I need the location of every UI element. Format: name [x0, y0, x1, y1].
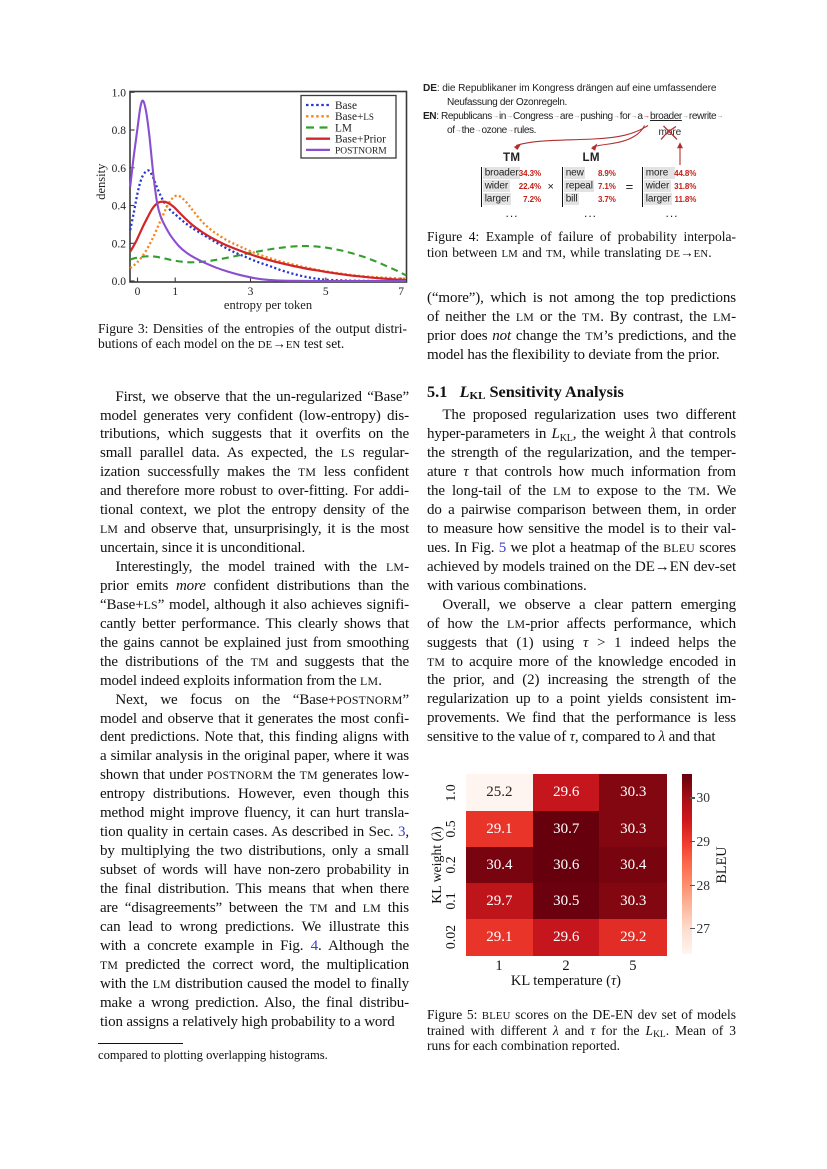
svg-text:Base+LS: Base+LS [335, 111, 374, 123]
svg-text:1.0: 1.0 [112, 87, 127, 99]
svg-text:entropy per token: entropy per token [224, 298, 313, 312]
svg-text:LM: LM [335, 122, 352, 134]
svg-text:0.2: 0.2 [112, 238, 127, 250]
svg-text:density: density [96, 163, 108, 200]
svg-text:Base+Prior: Base+Prior [335, 134, 386, 146]
svg-text:5: 5 [323, 286, 329, 298]
svg-text:3: 3 [248, 286, 254, 298]
svg-text:Base: Base [335, 100, 357, 112]
svg-text:0.0: 0.0 [112, 276, 127, 288]
svg-text:7: 7 [398, 286, 404, 298]
svg-text:0.4: 0.4 [112, 201, 127, 213]
svg-text:0.8: 0.8 [112, 125, 127, 137]
svg-text:1: 1 [172, 286, 178, 298]
svg-text:0.6: 0.6 [112, 163, 127, 175]
svg-text:POSTNORM: POSTNORM [335, 147, 387, 157]
svg-text:0: 0 [135, 286, 141, 298]
